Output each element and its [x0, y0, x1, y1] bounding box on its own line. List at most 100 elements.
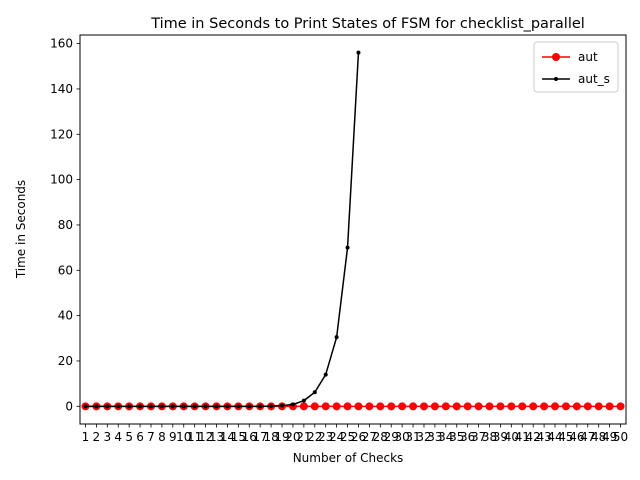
data-point-aut-s [290, 402, 295, 407]
plot-area [81, 50, 625, 411]
y-tick-label: 100 [50, 173, 73, 187]
x-tick-label: 45 [558, 430, 573, 444]
x-tick-label: 4 [114, 430, 122, 444]
x-tick-label: 50 [613, 430, 628, 444]
x-tick-label: 1 [82, 430, 90, 444]
data-point-aut [540, 402, 549, 411]
data-point-aut [496, 402, 505, 411]
x-tick-label: 24 [329, 430, 344, 444]
y-tick-label: 60 [58, 263, 73, 277]
data-point-aut-s [334, 335, 339, 340]
x-tick-label: 7 [147, 430, 155, 444]
data-point-aut [616, 402, 625, 411]
x-tick-label: 15 [231, 430, 246, 444]
y-tick-label: 20 [58, 354, 73, 368]
x-tick-label: 48 [591, 430, 606, 444]
x-tick-label: 42 [526, 430, 541, 444]
data-point-aut-s [159, 404, 164, 409]
x-tick-label: 5 [125, 430, 133, 444]
data-point-aut-s [280, 403, 285, 408]
x-tick-label: 18 [263, 430, 278, 444]
x-axis-label: Number of Checks [293, 451, 404, 465]
data-point-aut [354, 402, 363, 411]
x-tick-label: 32 [416, 430, 431, 444]
data-point-aut [551, 402, 560, 411]
data-point-aut-s [181, 404, 186, 409]
x-tick-label: 28 [373, 430, 388, 444]
data-point-aut [332, 402, 341, 411]
data-point-aut-s [203, 404, 208, 409]
x-tick-label: 31 [405, 430, 420, 444]
y-tick-label: 120 [50, 127, 73, 141]
x-tick-label: 12 [198, 430, 213, 444]
x-tick-label: 19 [274, 430, 289, 444]
data-point-aut-s [323, 372, 328, 377]
data-point-aut-s [116, 404, 121, 409]
x-tick-label: 11 [187, 430, 202, 444]
x-tick-label: 35 [449, 430, 464, 444]
data-point-aut [463, 402, 472, 411]
x-tick-label: 38 [482, 430, 497, 444]
data-point-aut-s [356, 50, 361, 55]
data-point-aut [419, 402, 428, 411]
x-tick-label: 34 [438, 430, 453, 444]
x-tick-label: 14 [220, 430, 235, 444]
data-point-aut [561, 402, 570, 411]
data-point-aut [474, 402, 483, 411]
x-tick-label: 44 [547, 430, 562, 444]
x-tick-label: 26 [351, 430, 366, 444]
x-tick-label: 46 [569, 430, 584, 444]
data-point-aut [430, 402, 439, 411]
x-tick-label: 37 [471, 430, 486, 444]
x-tick-label: 30 [394, 430, 409, 444]
x-tick-label: 33 [427, 430, 442, 444]
y-tick-label: 80 [58, 218, 73, 232]
legend-marker-aut-s [554, 77, 558, 81]
x-tick-label: 22 [307, 430, 322, 444]
data-point-aut-s [83, 404, 88, 409]
y-tick-label: 40 [58, 309, 73, 323]
x-tick-label: 47 [580, 430, 595, 444]
x-tick-label: 36 [460, 430, 475, 444]
data-point-aut-s [94, 404, 99, 409]
x-tick-label: 8 [158, 430, 166, 444]
x-tick-label: 39 [493, 430, 508, 444]
x-tick-label: 21 [296, 430, 311, 444]
axes-frame [79, 34, 627, 425]
x-tick-label: 20 [285, 430, 300, 444]
data-point-aut-s [192, 404, 197, 409]
data-point-aut [452, 402, 461, 411]
x-tick-label: 41 [515, 430, 530, 444]
data-point-aut-s [247, 404, 252, 409]
x-tick-label: 10 [176, 430, 191, 444]
y-tick-label: 140 [50, 82, 73, 96]
data-point-aut [572, 402, 581, 411]
x-tick-label: 49 [602, 430, 617, 444]
data-point-aut-s [236, 404, 241, 409]
legend-label-aut-s: aut_s [578, 72, 610, 86]
x-tick-label: 6 [136, 430, 144, 444]
x-tick-label: 16 [242, 430, 257, 444]
data-point-aut [398, 402, 407, 411]
data-point-aut-s [170, 404, 175, 409]
x-tick-label: 13 [209, 430, 224, 444]
data-point-aut-s [138, 404, 143, 409]
data-point-aut-s [105, 404, 110, 409]
data-point-aut-s [312, 390, 317, 395]
data-point-aut-s [148, 404, 153, 409]
data-point-aut [387, 402, 396, 411]
x-tick-label: 27 [362, 430, 377, 444]
legend-label-aut: aut [578, 50, 598, 64]
chart-title: Time in Seconds to Print States of FSM f… [150, 16, 585, 32]
data-point-aut [518, 402, 527, 411]
y-axis-label: Time in Seconds [14, 180, 28, 279]
x-tick-label: 2 [93, 430, 101, 444]
data-point-aut [321, 402, 330, 411]
data-point-aut [583, 402, 592, 411]
x-tick-label: 3 [103, 430, 111, 444]
data-point-aut-s [345, 245, 350, 250]
x-tick-label: 25 [340, 430, 355, 444]
data-point-aut [485, 402, 494, 411]
data-point-aut-s [214, 404, 219, 409]
